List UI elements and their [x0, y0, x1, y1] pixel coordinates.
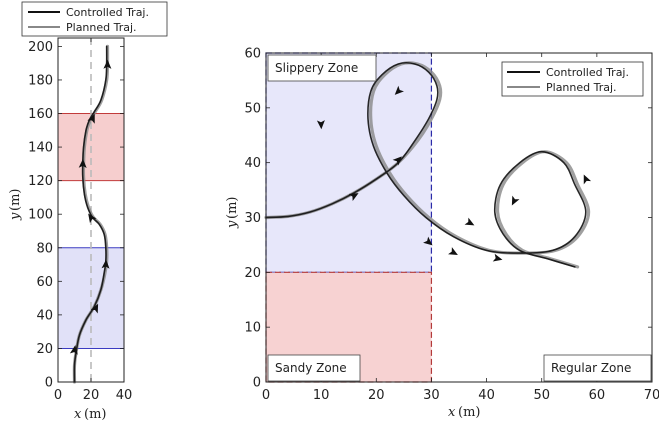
right-y-axis-unit: (m) [225, 197, 240, 219]
left-y-tick-label: 180 [28, 73, 53, 88]
left-direction-arrow [78, 158, 87, 169]
right-direction-arrow [583, 174, 592, 185]
left-y-axis-unit: (m) [8, 189, 23, 211]
left-y-tick-label: 160 [28, 107, 53, 122]
left-legend-planned-label: Planned Traj. [66, 21, 137, 34]
left-y-tick-label: 0 [45, 376, 53, 391]
left-legend-controlled-label: Controlled Traj. [66, 6, 149, 19]
right-direction-arrow [423, 236, 433, 246]
slippery-zone-label: Slippery Zone [267, 54, 377, 82]
right-legend: Controlled Traj. Planned Traj. [501, 61, 644, 97]
right-x-tick-label: 40 [478, 388, 495, 403]
left-direction-arrow [87, 113, 95, 124]
right-direction-arrow [448, 247, 458, 255]
right-direction-arrow [392, 156, 402, 166]
left-x-axis-unit: (m) [84, 407, 106, 422]
left-y-tick-label: 20 [36, 342, 53, 357]
right-y-tick-label: 40 [244, 156, 261, 171]
sandy-zone-label: Sandy Zone [267, 354, 361, 382]
right-trajectory-chart: 0 10 20 30 40 50 60 70 0 10 20 30 40 50 60 x (m) y (m)… [225, 47, 659, 421]
right-y-tick-label: 20 [244, 266, 261, 281]
left-x-tick-label: 0 [54, 388, 62, 403]
left-x-axis-label: x [74, 407, 82, 422]
right-legend-planned-label: Planned Traj. [546, 81, 617, 94]
left-y-tick-label: 40 [36, 308, 53, 323]
right-x-tick-label: 0 [262, 388, 270, 403]
svg-text:Regular Zone: Regular Zone [551, 361, 631, 375]
left-x-tick-label: 40 [116, 388, 133, 403]
right-direction-arrow [464, 217, 475, 226]
right-y-tick-label: 50 [244, 101, 261, 116]
left-y-tick-label: 60 [36, 275, 53, 290]
right-x-tick-label: 20 [368, 388, 385, 403]
right-direction-arrow [348, 193, 359, 202]
left-y-tick-label: 120 [28, 174, 53, 189]
right-x-tick-label: 60 [589, 388, 606, 403]
left-x-tick-label: 20 [83, 388, 100, 403]
right-region-0 [266, 53, 432, 273]
right-direction-arrow [492, 253, 503, 262]
right-y-axis-label: y [225, 220, 240, 229]
right-x-axis-unit: (m) [458, 405, 480, 420]
right-x-tick-label: 70 [644, 388, 659, 403]
right-legend-controlled-label: Controlled Traj. [546, 66, 629, 79]
right-x-tick-label: 30 [423, 388, 440, 403]
right-y-tick-label: 60 [244, 47, 261, 62]
right-x-axis-label: x [448, 405, 456, 420]
svg-text:Slippery Zone: Slippery Zone [275, 61, 358, 75]
right-x-tick-label: 50 [533, 388, 550, 403]
right-direction-arrow [511, 195, 520, 206]
right-direction-arrow [394, 85, 404, 95]
left-y-axis-label: y [8, 212, 23, 221]
left-y-tick-label: 100 [28, 208, 53, 223]
right-y-tick-label: 30 [244, 211, 261, 226]
left-y-tick-label: 200 [28, 40, 53, 55]
left-legend: Controlled Traj. Planned Traj. [21, 1, 168, 37]
right-legend-box [501, 61, 644, 97]
left-trajectory-chart: 0 20 40 0 20 40 60 80 100 120 140 160 180 200 x (m) y… [8, 1, 168, 422]
left-region-1 [58, 247, 124, 349]
left-direction-arrow [88, 213, 97, 224]
right-x-tick-label: 10 [313, 388, 330, 403]
left-direction-arrow [101, 259, 110, 269]
right-direction-arrow [316, 120, 325, 130]
left-y-tick-label: 140 [28, 141, 53, 156]
svg-text:Sandy Zone: Sandy Zone [275, 361, 347, 375]
regular-zone-label: Regular Zone [543, 354, 652, 382]
left-legend-box [21, 1, 168, 37]
left-direction-arrow [103, 59, 112, 69]
left-direction-arrow [90, 303, 99, 314]
right-y-tick-label: 0 [253, 376, 261, 391]
left-direction-arrow [69, 345, 78, 355]
left-y-tick-label: 80 [36, 241, 53, 256]
right-y-tick-label: 10 [244, 321, 261, 336]
